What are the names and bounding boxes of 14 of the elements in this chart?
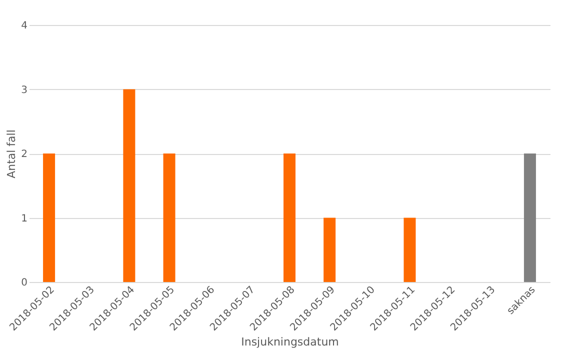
y-tick-label: 1 [21,213,28,224]
y-tick-label: 2 [21,149,28,160]
bar [324,218,336,282]
y-tick-label: 0 [21,278,28,288]
bar [404,218,416,282]
bar [163,154,176,282]
x-axis-title: Insjukningsdatum [241,336,339,349]
y-axis-title: Antal fall [5,130,18,178]
bar [123,89,136,282]
y-tick-label: 3 [21,84,28,96]
bar [43,154,56,282]
bar [524,154,536,282]
y-tick-label: 4 [21,20,28,32]
bar [284,154,296,282]
